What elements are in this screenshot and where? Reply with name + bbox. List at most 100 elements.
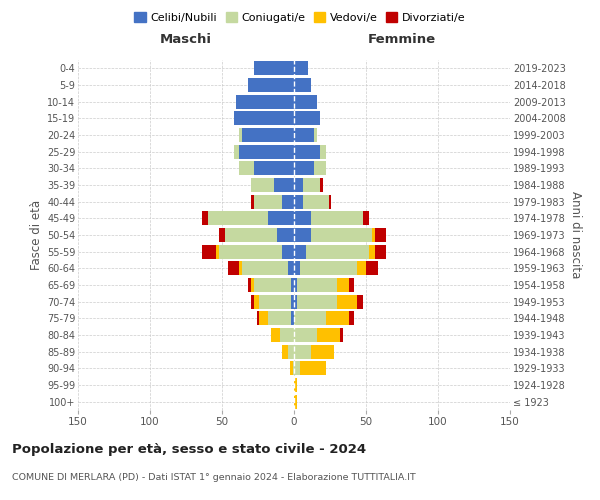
- Bar: [259, 311, 268, 326]
- Bar: [294, 178, 302, 192]
- Bar: [300, 361, 326, 376]
- Bar: [294, 144, 320, 159]
- Bar: [283, 344, 288, 359]
- Bar: [337, 278, 349, 292]
- Bar: [294, 278, 297, 292]
- Bar: [294, 311, 326, 326]
- Bar: [311, 211, 363, 226]
- Bar: [271, 328, 280, 342]
- Bar: [216, 244, 219, 259]
- Bar: [219, 244, 283, 259]
- Bar: [305, 244, 369, 259]
- Bar: [259, 294, 291, 308]
- Bar: [225, 228, 277, 242]
- Bar: [294, 78, 311, 92]
- Bar: [280, 328, 294, 342]
- Bar: [242, 128, 294, 142]
- Bar: [288, 344, 294, 359]
- Y-axis label: Anni di nascita: Anni di nascita: [569, 192, 583, 278]
- Bar: [369, 244, 374, 259]
- Bar: [329, 194, 331, 209]
- Bar: [294, 194, 302, 209]
- Text: Maschi: Maschi: [160, 33, 212, 46]
- Bar: [233, 144, 239, 159]
- Bar: [358, 294, 363, 308]
- Bar: [297, 278, 337, 292]
- Bar: [233, 112, 294, 126]
- Bar: [291, 278, 294, 292]
- Y-axis label: Fasce di età: Fasce di età: [29, 200, 43, 270]
- Bar: [297, 294, 337, 308]
- Bar: [311, 344, 334, 359]
- Bar: [294, 261, 300, 276]
- Bar: [372, 228, 374, 242]
- Bar: [320, 178, 323, 192]
- Text: Popolazione per età, sesso e stato civile - 2024: Popolazione per età, sesso e stato civil…: [12, 442, 366, 456]
- Text: COMUNE DI MERLARA (PD) - Dati ISTAT 1° gennaio 2024 - Elaborazione TUTTITALIA.IT: COMUNE DI MERLARA (PD) - Dati ISTAT 1° g…: [12, 472, 416, 482]
- Bar: [268, 211, 294, 226]
- Bar: [294, 211, 311, 226]
- Bar: [294, 244, 305, 259]
- Bar: [300, 261, 358, 276]
- Bar: [251, 178, 274, 192]
- Bar: [349, 278, 355, 292]
- Bar: [239, 162, 254, 175]
- Legend: Celibi/Nubili, Coniugati/e, Vedovi/e, Divorziati/e: Celibi/Nubili, Coniugati/e, Vedovi/e, Di…: [130, 8, 470, 28]
- Bar: [248, 278, 251, 292]
- Bar: [291, 294, 294, 308]
- Bar: [251, 294, 254, 308]
- Bar: [302, 194, 329, 209]
- Bar: [366, 261, 377, 276]
- Bar: [202, 211, 208, 226]
- Bar: [294, 361, 300, 376]
- Bar: [314, 128, 317, 142]
- Bar: [248, 78, 294, 92]
- Bar: [254, 278, 291, 292]
- Bar: [294, 344, 311, 359]
- Bar: [294, 94, 317, 109]
- Bar: [251, 194, 254, 209]
- Bar: [268, 311, 291, 326]
- Bar: [294, 378, 297, 392]
- Bar: [337, 294, 358, 308]
- Bar: [254, 62, 294, 76]
- Bar: [317, 328, 340, 342]
- Bar: [374, 228, 386, 242]
- Bar: [242, 261, 288, 276]
- Bar: [363, 211, 369, 226]
- Bar: [274, 178, 294, 192]
- Bar: [358, 261, 366, 276]
- Bar: [236, 94, 294, 109]
- Bar: [294, 112, 320, 126]
- Bar: [314, 162, 326, 175]
- Bar: [349, 311, 355, 326]
- Bar: [283, 244, 294, 259]
- Bar: [326, 311, 349, 326]
- Bar: [239, 144, 294, 159]
- Bar: [219, 228, 225, 242]
- Bar: [202, 244, 216, 259]
- Bar: [288, 261, 294, 276]
- Bar: [302, 178, 320, 192]
- Bar: [294, 394, 297, 409]
- Bar: [294, 294, 297, 308]
- Bar: [251, 278, 254, 292]
- Bar: [294, 62, 308, 76]
- Bar: [254, 194, 283, 209]
- Bar: [294, 162, 314, 175]
- Bar: [239, 128, 242, 142]
- Bar: [228, 261, 239, 276]
- Bar: [374, 244, 386, 259]
- Bar: [311, 228, 372, 242]
- Bar: [254, 162, 294, 175]
- Bar: [254, 294, 259, 308]
- Bar: [340, 328, 343, 342]
- Bar: [257, 311, 259, 326]
- Bar: [290, 361, 293, 376]
- Bar: [294, 328, 317, 342]
- Text: Femmine: Femmine: [368, 33, 436, 46]
- Bar: [277, 228, 294, 242]
- Bar: [208, 211, 268, 226]
- Bar: [320, 144, 326, 159]
- Bar: [293, 361, 294, 376]
